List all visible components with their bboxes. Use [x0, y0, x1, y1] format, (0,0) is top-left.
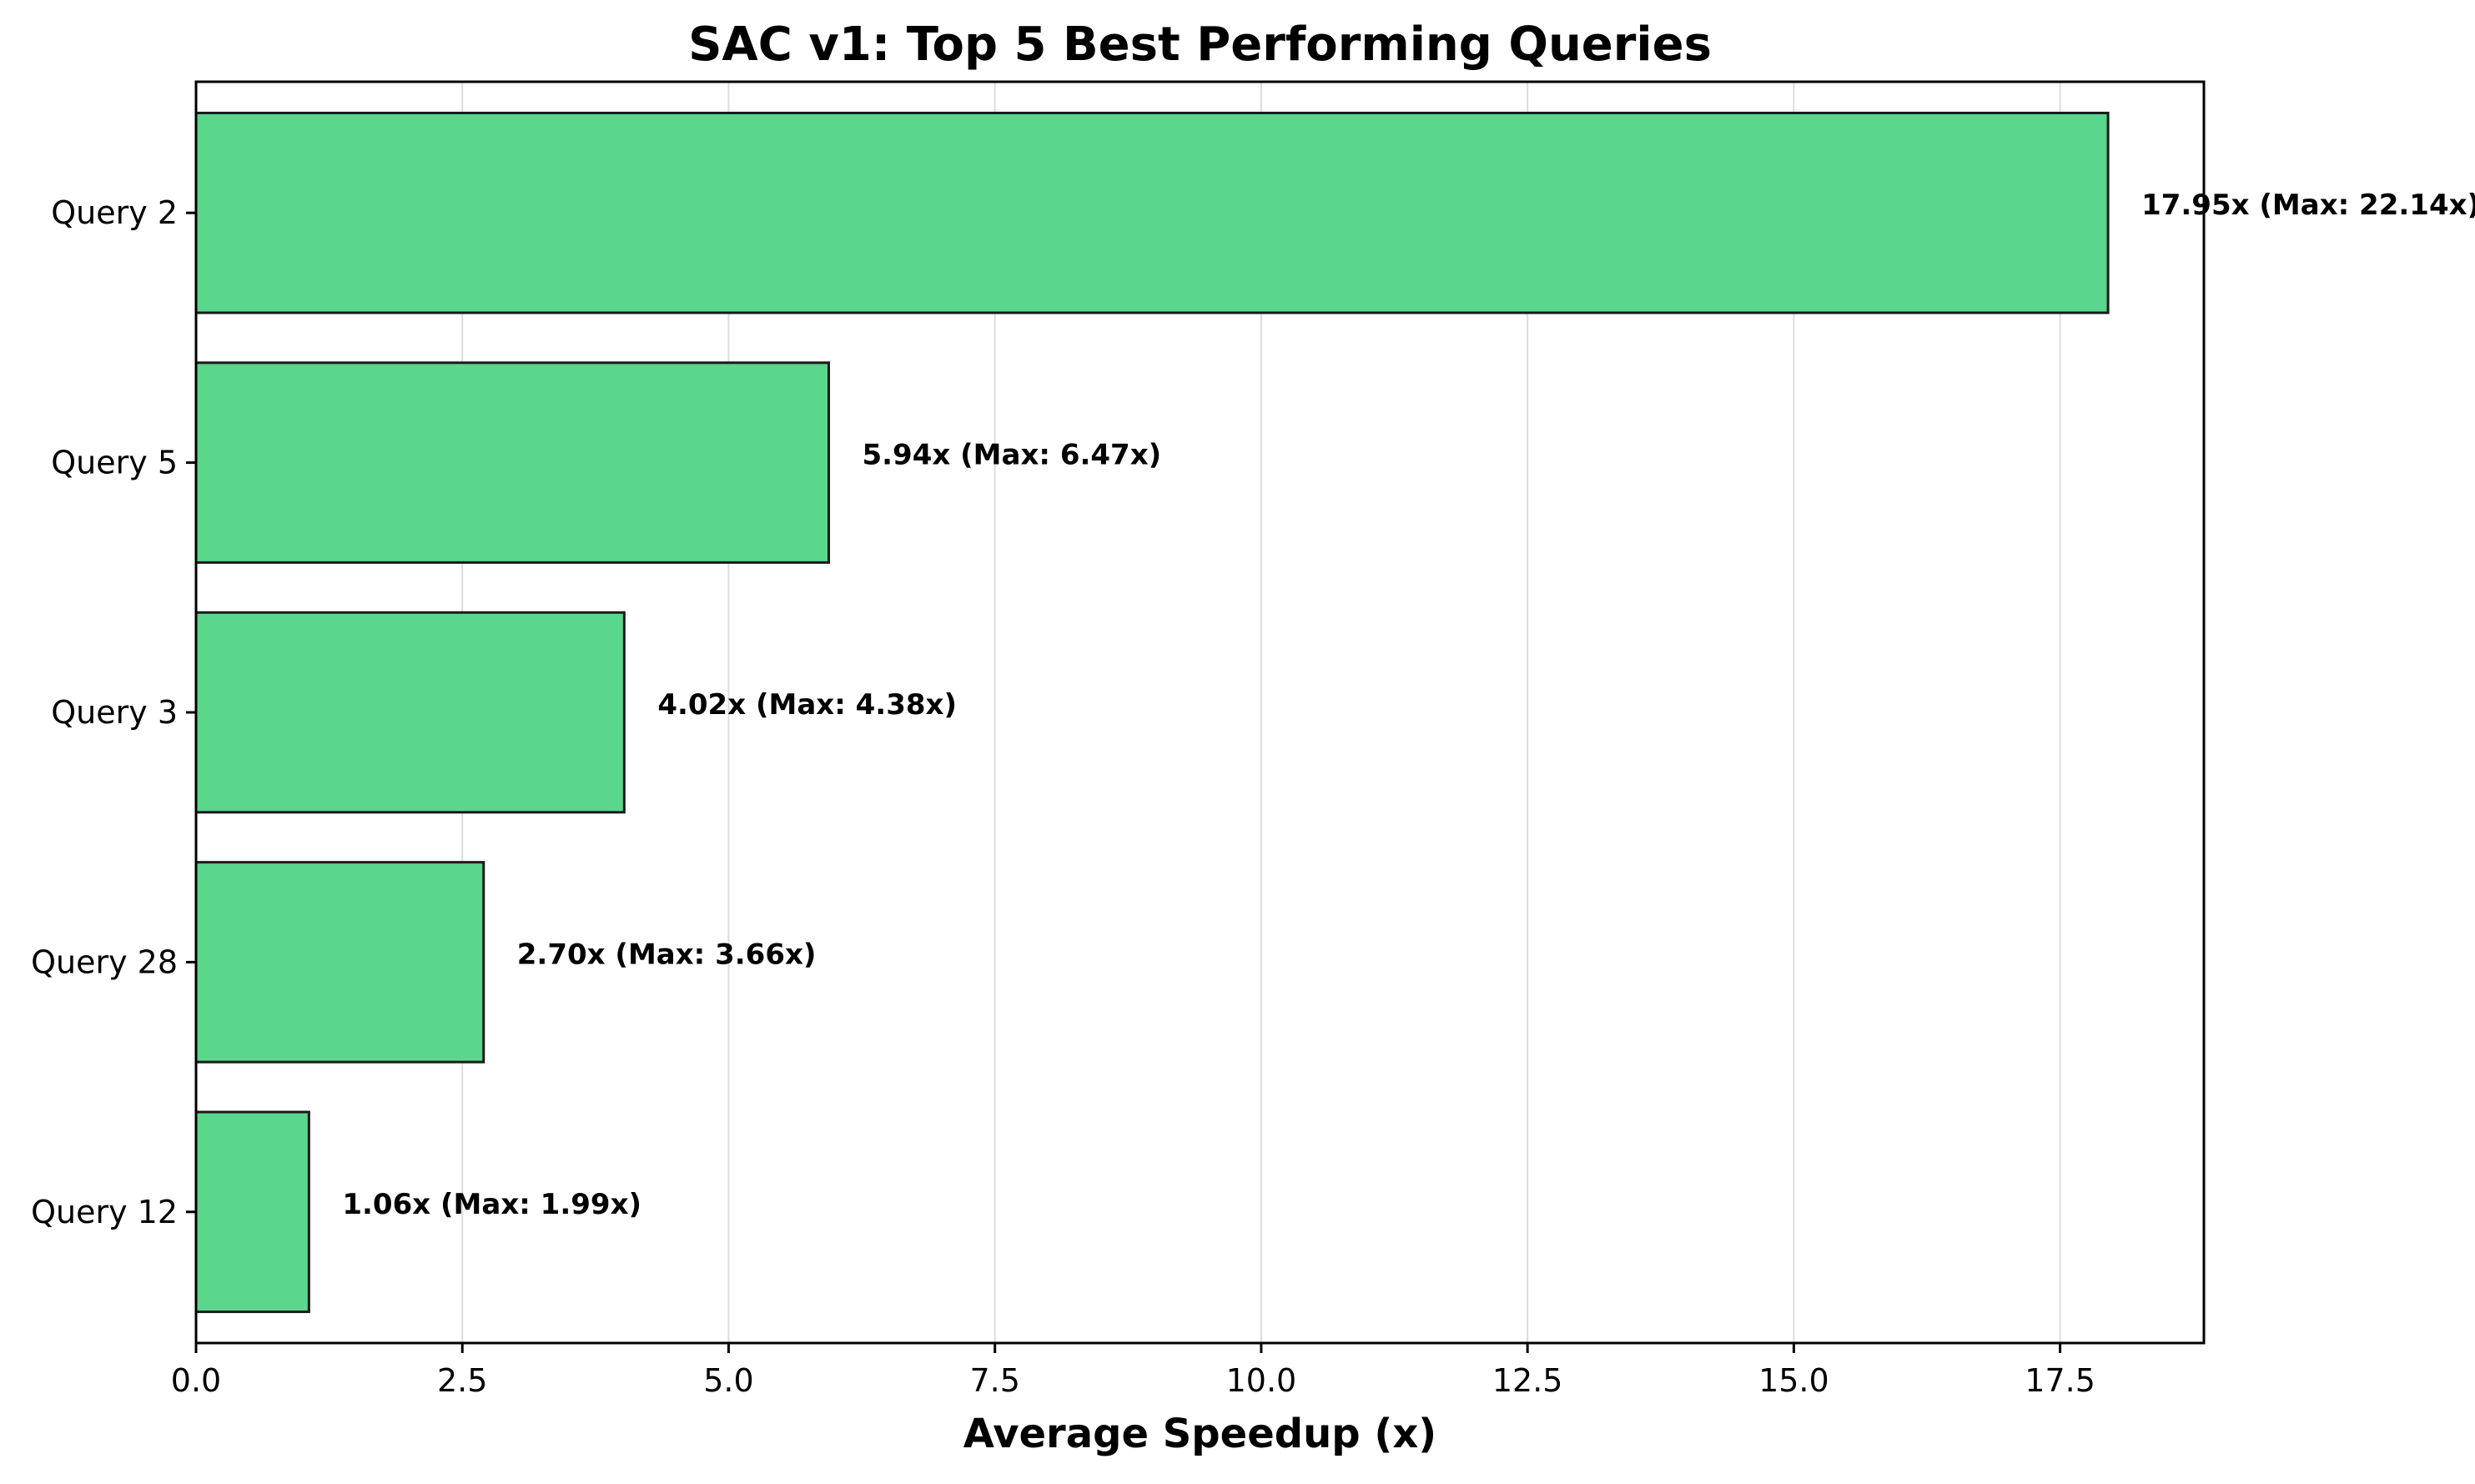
bar-query-2 [194, 111, 2110, 314]
y-axis-ticks: Query 2 Query 5 Query 3 Query 28 Query 12 [31, 194, 196, 1230]
data-labels: 17.95x (Max: 22.14x) 5.94x (Max: 6.47x) 4.… [342, 189, 2475, 1221]
x-tick-label: 12.5 [1492, 1362, 1563, 1399]
y-tick-label: Query 3 [51, 694, 178, 731]
bar-data-label: 5.94x (Max: 6.47x) [862, 439, 1161, 472]
x-tick-label: 15.0 [1758, 1362, 1829, 1399]
y-tick-label: Query 2 [51, 194, 178, 231]
y-tick-label: Query 28 [31, 943, 178, 980]
x-tick-label: 10.0 [1226, 1362, 1297, 1399]
bar-data-label: 17.95x (Max: 22.14x) [2141, 189, 2475, 222]
bar-data-label: 2.70x (Max: 3.66x) [517, 938, 817, 971]
bar-query-5 [194, 361, 830, 564]
bar-data-label: 4.02x (Max: 4.38x) [657, 688, 957, 722]
bar-query-12 [194, 1110, 310, 1314]
bar-data-label: 1.06x (Max: 1.99x) [342, 1188, 641, 1221]
x-axis-label: Average Speedup (x) [963, 1411, 1436, 1457]
x-tick-label: 5.0 [703, 1362, 753, 1399]
x-tick-label: 0.0 [171, 1362, 221, 1399]
bar-query-3 [194, 611, 626, 814]
bar-query-28 [194, 861, 485, 1064]
x-tick-label: 17.5 [2025, 1362, 2095, 1399]
y-tick-label: Query 5 [51, 445, 178, 481]
bars [194, 111, 2110, 1314]
x-tick-label: 2.5 [437, 1362, 487, 1399]
x-tick-label: 7.5 [969, 1362, 1019, 1399]
x-axis-ticks: 0.0 2.5 5.0 7.5 10.0 12.5 15.0 17.5 [171, 1343, 2095, 1399]
chart-title: SAC v1: Top 5 Best Performing Queries [688, 18, 1712, 72]
y-tick-label: Query 12 [31, 1194, 178, 1230]
